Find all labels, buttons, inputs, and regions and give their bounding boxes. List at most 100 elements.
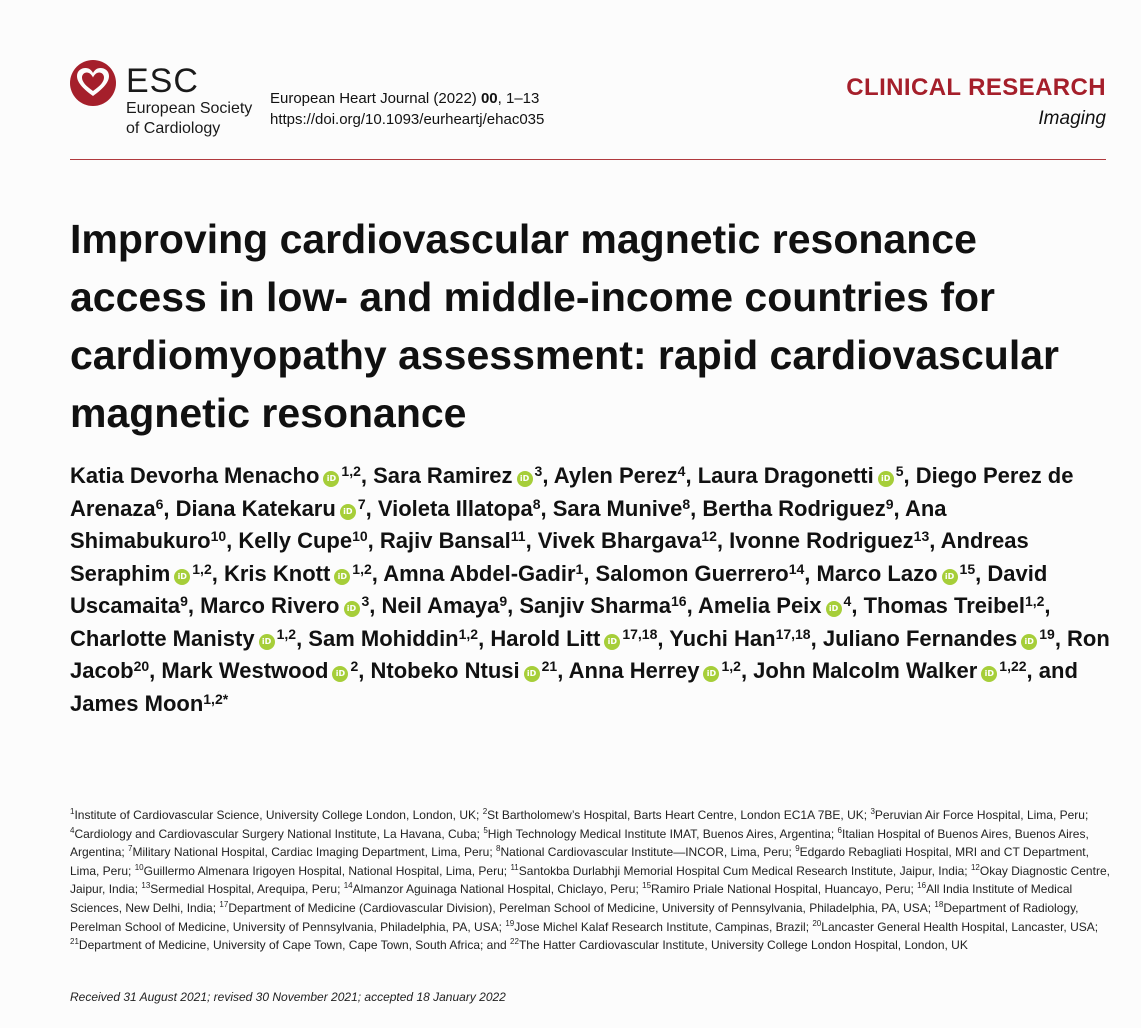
affiliation-text: Jose Michel Kalaf Research Institute, Ca…	[514, 919, 813, 934]
orcid-icon[interactable]: iD	[516, 471, 533, 487]
author-entry: Mark Westwood iD 2	[161, 658, 358, 683]
author-affiliation-ref: 5	[895, 463, 904, 479]
author-entry: Amelia Peix iD 4	[698, 593, 851, 618]
author-affiliation-ref: 1,2	[341, 463, 361, 479]
author-separator: ,	[507, 593, 520, 618]
author-affiliation-ref: 9	[499, 593, 508, 609]
author-entry: Anna Herrey iD 1,2	[569, 658, 741, 683]
author-name: Kelly Cupe	[238, 528, 353, 553]
author-separator: ,	[478, 625, 491, 651]
orcid-icon[interactable]: iD	[877, 471, 894, 487]
author-separator: ,	[365, 495, 378, 521]
author-affiliation-ref: 20	[133, 658, 150, 674]
author-separator: ,	[804, 560, 817, 586]
doi-link[interactable]: https://doi.org/10.1093/eurheartj/ehac03…	[270, 111, 545, 128]
author-affiliation-ref: 1,22	[999, 658, 1027, 674]
author-name: Amelia Peix	[698, 593, 822, 618]
author-entry: Diana Katekaru iD 7	[176, 496, 366, 521]
article-category: CLINICAL RESEARCH Imaging	[846, 74, 1106, 130]
orcid-icon[interactable]: iD	[258, 633, 275, 650]
author-name: Ivonne Rodriguez	[729, 528, 914, 553]
orcid-icon[interactable]: iD	[343, 601, 360, 617]
author-affiliation-ref: 19	[1039, 625, 1055, 642]
author-affiliation-ref: 8	[682, 495, 691, 512]
affiliation-number: 5	[483, 825, 488, 835]
author-affiliation-ref: 3	[361, 593, 370, 609]
affiliation-text: Almanzor Aguinaga National Hospital, Chi…	[352, 882, 643, 897]
esc-logo-text: ESC European Society of Cardiology	[126, 64, 252, 138]
author-affiliation-ref: 1,2	[458, 625, 479, 642]
author-affiliation-ref: 10	[210, 528, 227, 544]
author-affiliation-ref: 16	[671, 593, 687, 609]
subcategory-label: Imaging	[1038, 108, 1106, 129]
author-list: Katia Devorha Menacho iD 1,2, Sara Ramirez…	[70, 460, 1110, 720]
author-name: Andreas Seraphim	[70, 528, 1029, 586]
author-affiliation-ref: 17,18	[622, 625, 658, 642]
author-separator: ,	[903, 463, 916, 488]
author-separator: ,	[690, 495, 703, 521]
author-name: Ron Jacob	[70, 625, 1110, 684]
orcid-icon[interactable]: iD	[174, 568, 191, 585]
author-separator: ,	[975, 560, 988, 586]
author-affiliation-ref: 1,2	[192, 560, 212, 577]
orcid-icon[interactable]: iD	[941, 568, 958, 585]
author-name: Vivek Bhargava	[537, 528, 702, 553]
orcid-icon[interactable]: iD	[703, 666, 720, 682]
author-entry: Aylen Perez4	[554, 463, 686, 488]
author-entry: James Moon1,2*	[70, 691, 228, 716]
author-separator: ,	[810, 625, 823, 651]
author-separator: ,	[716, 528, 730, 553]
author-entry: Laura Dragonetti iD 5	[698, 463, 904, 488]
author-separator: ,	[540, 495, 553, 521]
affiliation-text: Lancaster General Health Hospital, Lanca…	[821, 919, 1099, 934]
author-entry: Sam Mohiddin1,2	[308, 626, 478, 651]
author-entry: Rajiv Bansal11	[380, 528, 526, 553]
orcid-icon[interactable]: iD	[334, 568, 351, 585]
affiliation-number: 18	[934, 899, 944, 909]
author-name: Amna Abdel-Gadir	[383, 560, 576, 586]
author-name: Ana Shimabukuro	[70, 495, 947, 554]
author-entry: Marco Lazo iD 15	[817, 561, 976, 586]
author-separator: ,	[657, 625, 670, 651]
author-entry: Ntobeko Ntusi iD 21	[371, 658, 558, 683]
orcid-icon[interactable]: iD	[981, 666, 998, 682]
orcid-icon[interactable]: iD	[332, 666, 349, 682]
author-entry: Harold Litt iD 17,18	[490, 626, 657, 651]
author-name: Marco Rivero	[200, 593, 340, 618]
author-separator: ,	[1044, 593, 1051, 618]
author-entry: Ivonne Rodriguez13	[729, 528, 929, 553]
affiliation-text: High Technology Medical Institute IMAT, …	[487, 826, 838, 841]
author-name: Mark Westwood	[161, 658, 329, 683]
affiliation-text: Okay Diagnostic Centre, Jaipur, India;	[70, 863, 1110, 897]
author-affiliation-ref: 1,2	[721, 658, 741, 674]
author-separator: ,	[369, 593, 382, 618]
orcid-icon[interactable]: iD	[604, 633, 621, 650]
orcid-icon[interactable]: iD	[825, 601, 842, 617]
author-name: James Moon	[70, 690, 204, 716]
author-affiliation-ref: 21	[541, 658, 558, 674]
author-separator: ,	[1054, 625, 1068, 651]
orcid-icon[interactable]: iD	[1021, 633, 1038, 650]
author-affiliation-ref: 10	[352, 528, 368, 544]
author-entry: Diego Perez de Arenaza6	[70, 463, 1073, 521]
affiliation-text: Italian Hospital of Buenos Aires, Buenos…	[70, 826, 1089, 860]
author-separator: ,	[211, 560, 224, 586]
author-name: Kris Knott	[223, 560, 331, 586]
author-entry: Yuchi Han17,18	[669, 626, 810, 651]
affiliation-text: Guillermo Almenara Irigoyen Hospital, Na…	[143, 863, 511, 878]
author-separator: ,	[187, 593, 201, 618]
author-entry: Bertha Rodriguez9	[702, 496, 893, 521]
affiliation-number: 3	[870, 807, 875, 816]
author-name: Bertha Rodriguez	[702, 495, 886, 521]
affiliation-text: Department of Radiology, Perelman School…	[70, 900, 1079, 934]
orcid-icon[interactable]: iD	[339, 503, 356, 520]
orcid-icon[interactable]: iD	[323, 471, 340, 487]
affiliation-number: 14	[343, 881, 353, 891]
author-separator: ,	[542, 463, 554, 488]
affiliation-text: Sermedial Hospital, Arequipa, Peru;	[150, 882, 344, 897]
affiliation-number: 1	[70, 807, 75, 816]
author-affiliation-ref: 4	[677, 463, 686, 479]
author-separator: ,	[851, 593, 864, 618]
orcid-icon[interactable]: iD	[523, 666, 540, 682]
